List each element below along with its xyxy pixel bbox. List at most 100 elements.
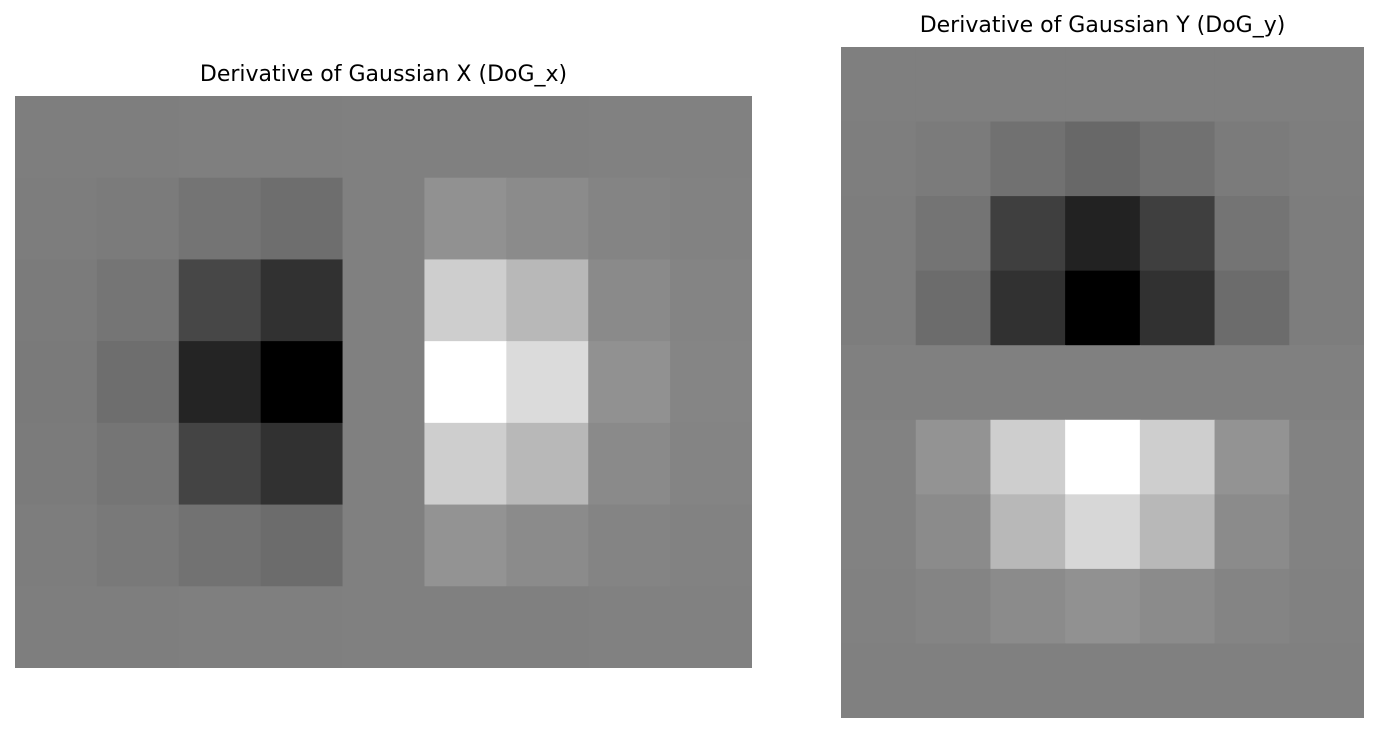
heatmap-cell — [424, 96, 506, 178]
heatmap-cell — [1215, 271, 1290, 346]
heatmap-cell — [506, 505, 588, 587]
heatmap-cell — [15, 178, 97, 260]
heatmap-cell — [1140, 420, 1215, 495]
heatmap-cell — [990, 271, 1065, 346]
heatmap-cell — [1215, 47, 1290, 122]
heatmap-cell — [506, 259, 588, 341]
heatmap-cell — [179, 341, 261, 423]
heatmap-cell — [97, 341, 179, 423]
heatmap-cell — [1065, 569, 1140, 644]
heatmap-cell — [841, 122, 916, 197]
heatmap-cell — [1289, 569, 1364, 644]
heatmap-cell — [261, 423, 343, 505]
heatmap-cell — [97, 259, 179, 341]
heatmap-cell — [990, 122, 1065, 197]
heatmap-cell — [1215, 196, 1290, 271]
heatmap-cell — [1140, 122, 1215, 197]
heatmap-cell — [588, 178, 670, 260]
heatmap-cell — [261, 96, 343, 178]
heatmap-cell — [1289, 47, 1364, 122]
heatmap-cell — [506, 423, 588, 505]
heatmap-cell — [179, 423, 261, 505]
heatmap-cell — [343, 423, 425, 505]
heatmap-cell — [424, 341, 506, 423]
heatmap-cell — [343, 586, 425, 668]
heatmap-cell — [1065, 345, 1140, 420]
heatmap-dog-x — [15, 96, 752, 668]
heatmap-cell — [424, 423, 506, 505]
heatmap-cell — [343, 341, 425, 423]
heatmap-cell — [343, 96, 425, 178]
heatmap-cell — [424, 505, 506, 587]
heatmap-cell — [990, 47, 1065, 122]
heatmap-cell — [1289, 420, 1364, 495]
heatmap-cell — [97, 423, 179, 505]
heatmap-cell — [179, 178, 261, 260]
heatmap-cell — [1215, 122, 1290, 197]
heatmap-cell — [1289, 345, 1364, 420]
heatmap-cell — [841, 569, 916, 644]
heatmap-cell — [1140, 345, 1215, 420]
heatmap-cell — [841, 420, 916, 495]
heatmap-cell — [670, 423, 752, 505]
heatmap-cell — [1065, 196, 1140, 271]
heatmap-cell — [916, 196, 991, 271]
heatmap-cell — [1140, 196, 1215, 271]
heatmap-cell — [1065, 271, 1140, 346]
heatmap-cell — [97, 96, 179, 178]
heatmap-cell — [916, 122, 991, 197]
heatmap-cell — [179, 259, 261, 341]
heatmap-cell — [841, 494, 916, 569]
heatmap-cell — [97, 586, 179, 668]
heatmap-dog-y — [841, 47, 1364, 718]
heatmap-cell — [916, 569, 991, 644]
heatmap-cell — [424, 259, 506, 341]
heatmap-cell — [588, 341, 670, 423]
heatmap-cell — [15, 505, 97, 587]
heatmap-cell — [506, 96, 588, 178]
heatmap-cell — [1065, 494, 1140, 569]
heatmap-cell — [343, 259, 425, 341]
heatmap-cell — [990, 345, 1065, 420]
chart-title-dog-x: Derivative of Gaussian X (DoG_x) — [15, 64, 752, 86]
heatmap-cell — [1140, 271, 1215, 346]
heatmap-cell — [1289, 643, 1364, 718]
heatmap-cell — [179, 96, 261, 178]
heatmap-cell — [1140, 47, 1215, 122]
heatmap-cell — [506, 586, 588, 668]
heatmap-cell — [179, 505, 261, 587]
heatmap-cell — [916, 643, 991, 718]
heatmap-cell — [1065, 122, 1140, 197]
heatmap-cell — [1289, 122, 1364, 197]
heatmap-cell — [97, 178, 179, 260]
heatmap-cell — [15, 423, 97, 505]
heatmap-cell — [1215, 643, 1290, 718]
heatmap-cell — [916, 420, 991, 495]
heatmap-cell — [1215, 420, 1290, 495]
heatmap-cell — [670, 259, 752, 341]
heatmap-cell — [588, 423, 670, 505]
heatmap-cell — [424, 178, 506, 260]
heatmap-cell — [1215, 494, 1290, 569]
heatmap-cell — [841, 643, 916, 718]
heatmap-cell — [1140, 494, 1215, 569]
heatmap-cell — [841, 47, 916, 122]
heatmap-cell — [990, 494, 1065, 569]
heatmap-cell — [916, 47, 991, 122]
heatmap-cell — [1065, 47, 1140, 122]
heatmap-cell — [261, 178, 343, 260]
heatmap-cell — [15, 586, 97, 668]
heatmap-cell — [261, 505, 343, 587]
heatmap-cell — [990, 196, 1065, 271]
heatmap-cell — [916, 345, 991, 420]
chart-title-dog-y: Derivative of Gaussian Y (DoG_y) — [841, 15, 1364, 37]
heatmap-cell — [15, 341, 97, 423]
heatmap-cell — [841, 196, 916, 271]
heatmap-cell — [97, 505, 179, 587]
heatmap-cell — [1289, 271, 1364, 346]
heatmap-cell — [916, 494, 991, 569]
heatmap-cell — [990, 643, 1065, 718]
heatmap-cell — [506, 341, 588, 423]
heatmap-cell — [261, 341, 343, 423]
heatmap-cell — [1289, 494, 1364, 569]
